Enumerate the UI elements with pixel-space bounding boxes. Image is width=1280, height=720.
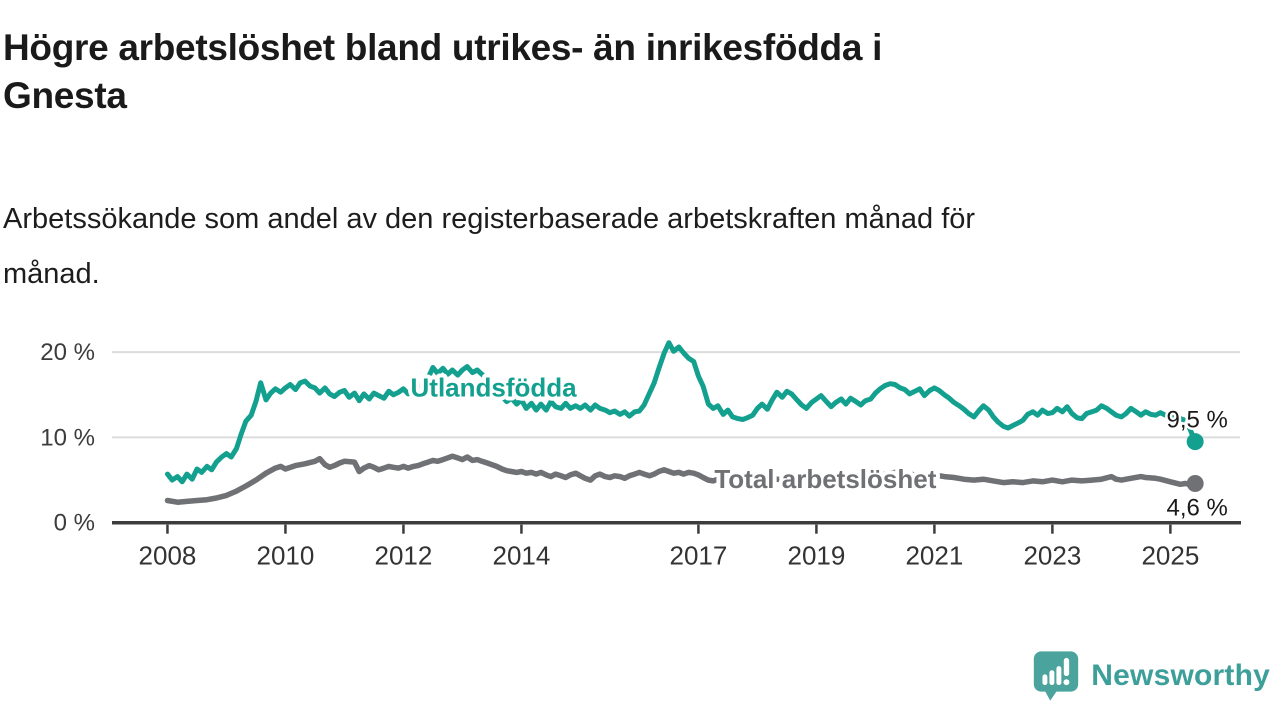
newsworthy-logo[interactable]: Newsworthy (1033, 650, 1270, 702)
subtitle-line-2: månad. (3, 258, 100, 290)
x-tick-label-2012: 2012 (375, 541, 433, 571)
newsworthy-icon-bars (1042, 657, 1070, 686)
series-end-dot-1 (1186, 474, 1204, 492)
page-title: Högre arbetslöshet bland utrikes- än inr… (3, 24, 1213, 120)
x-tick-label-2017: 2017 (669, 541, 727, 571)
newsworthy-wordmark: Newsworthy (1091, 659, 1270, 692)
x-tick-label-2019: 2019 (787, 541, 845, 571)
newsworthy-icon (1034, 651, 1079, 701)
title-line-2: Gnesta (3, 75, 127, 116)
series-end-dot-0 (1186, 433, 1204, 451)
y-tick-label-20: 20 % (40, 339, 95, 366)
x-tick-label-2023: 2023 (1023, 541, 1081, 571)
subtitle-line-1: Arbetssökande som andel av den registerb… (3, 203, 976, 235)
series-line-0 (165, 340, 1198, 485)
chart-subtitle: Arbetssökande som andel av den registerb… (3, 192, 1213, 302)
x-tick-label-2014: 2014 (493, 541, 551, 571)
x-tick-label-2021: 2021 (905, 541, 963, 571)
series-end-value-1: 4,6 % (1166, 494, 1227, 521)
series-label-0: Utlandsfödda (411, 372, 578, 402)
x-tick-label-2008: 2008 (139, 541, 197, 571)
title-line-1: Högre arbetslöshet bland utrikes- än inr… (3, 27, 883, 68)
y-tick-label-0: 0 % (54, 510, 95, 537)
series-label-1: Total arbetslöshet (714, 464, 936, 494)
series-line-1 (164, 453, 1198, 505)
series-end-value-0: 9,5 % (1166, 407, 1227, 434)
x-tick-label-2010: 2010 (257, 541, 315, 571)
x-tick-label-2025: 2025 (1141, 541, 1199, 571)
y-tick-label-10: 10 % (40, 424, 95, 451)
